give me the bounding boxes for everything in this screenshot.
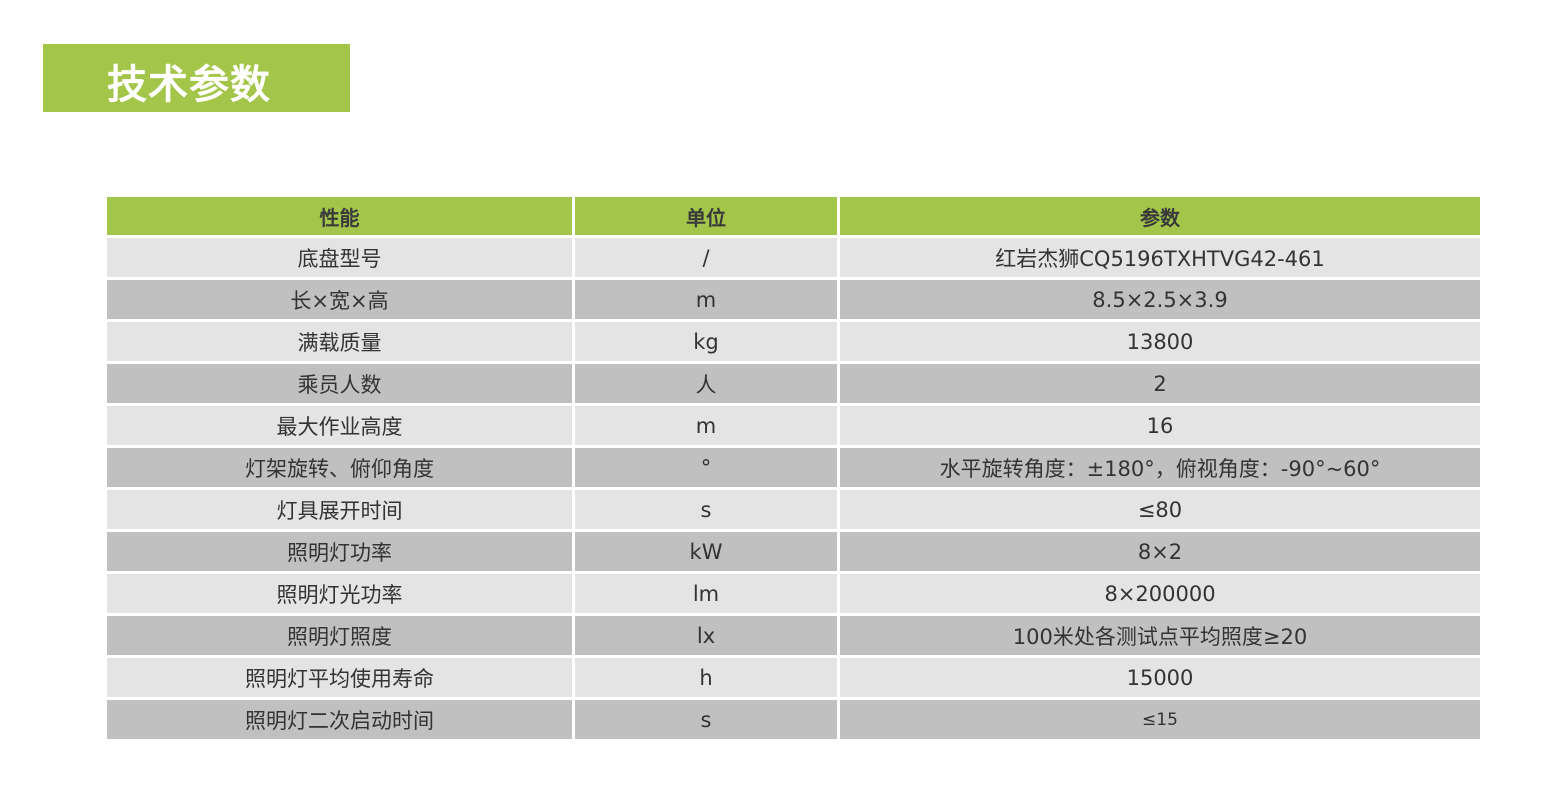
cell-unit: lx (575, 616, 837, 655)
header-performance: 性能 (107, 197, 572, 235)
cell-performance: 乘员人数 (107, 364, 572, 403)
cell-parameter: 水平旋转角度：±180°，俯视角度：-90°~60° (840, 448, 1480, 487)
cell-performance: 照明灯二次启动时间 (107, 700, 572, 739)
cell-parameter: 8×2 (840, 532, 1480, 571)
table-row: 长×宽×高 m 8.5×2.5×3.9 (107, 280, 1480, 319)
table-row: 照明灯照度 lx 100米处各测试点平均照度≥20 (107, 616, 1480, 655)
section-title-banner: 技术参数 (43, 44, 350, 112)
table-row: 满载质量 kg 13800 (107, 322, 1480, 361)
cell-parameter: ≤80 (840, 490, 1480, 529)
cell-parameter: 13800 (840, 322, 1480, 361)
cell-performance: 底盘型号 (107, 238, 572, 277)
cell-performance: 照明灯平均使用寿命 (107, 658, 572, 697)
table-row: 最大作业高度 m 16 (107, 406, 1480, 445)
cell-unit: / (575, 238, 837, 277)
cell-parameter: 16 (840, 406, 1480, 445)
table-row: 照明灯光功率 lm 8×200000 (107, 574, 1480, 613)
cell-unit: 人 (575, 364, 837, 403)
cell-unit: lm (575, 574, 837, 613)
cell-unit: m (575, 406, 837, 445)
cell-performance: 长×宽×高 (107, 280, 572, 319)
cell-parameter: 红岩杰狮CQ5196TXHTVG42-461 (840, 238, 1480, 277)
table-row: 灯架旋转、俯仰角度 ° 水平旋转角度：±180°，俯视角度：-90°~60° (107, 448, 1480, 487)
table-row: 乘员人数人 2 (107, 364, 1480, 403)
cell-unit: kg (575, 322, 837, 361)
cell-parameter: 100米处各测试点平均照度≥20 (840, 616, 1480, 655)
cell-unit: h (575, 658, 837, 697)
cell-performance: 灯架旋转、俯仰角度 (107, 448, 572, 487)
header-parameter: 参数 (840, 197, 1480, 235)
cell-unit: ° (575, 448, 837, 487)
cell-performance: 照明灯照度 (107, 616, 572, 655)
cell-parameter: 2 (840, 364, 1480, 403)
cell-unit: s (575, 490, 837, 529)
header-unit: 单位 (575, 197, 837, 235)
table-row: 灯具展开时间 s ≤80 (107, 490, 1480, 529)
cell-parameter: ≤15 (840, 700, 1480, 739)
cell-performance: 最大作业高度 (107, 406, 572, 445)
table-row: 照明灯平均使用寿命 h 15000 (107, 658, 1480, 697)
table-row: 底盘型号 / 红岩杰狮CQ5196TXHTVG42-461 (107, 238, 1480, 277)
spec-table: 性能 单位 参数 底盘型号 / 红岩杰狮CQ5196TXHTVG42-461 长×宽×… (104, 194, 1483, 742)
cell-parameter: 8×200000 (840, 574, 1480, 613)
table-header-row: 性能 单位 参数 (107, 197, 1480, 235)
cell-performance: 照明灯功率 (107, 532, 572, 571)
cell-parameter: 8.5×2.5×3.9 (840, 280, 1480, 319)
cell-performance: 满载质量 (107, 322, 572, 361)
cell-performance: 照明灯光功率 (107, 574, 572, 613)
table-row: 照明灯二次启动时间 s ≤15 (107, 700, 1480, 739)
cell-unit: m (575, 280, 837, 319)
cell-unit: s (575, 700, 837, 739)
cell-performance: 灯具展开时间 (107, 490, 572, 529)
cell-parameter: 15000 (840, 658, 1480, 697)
cell-unit: kW (575, 532, 837, 571)
table-row: 照明灯功率 kW 8×2 (107, 532, 1480, 571)
section-title: 技术参数 (107, 62, 271, 108)
